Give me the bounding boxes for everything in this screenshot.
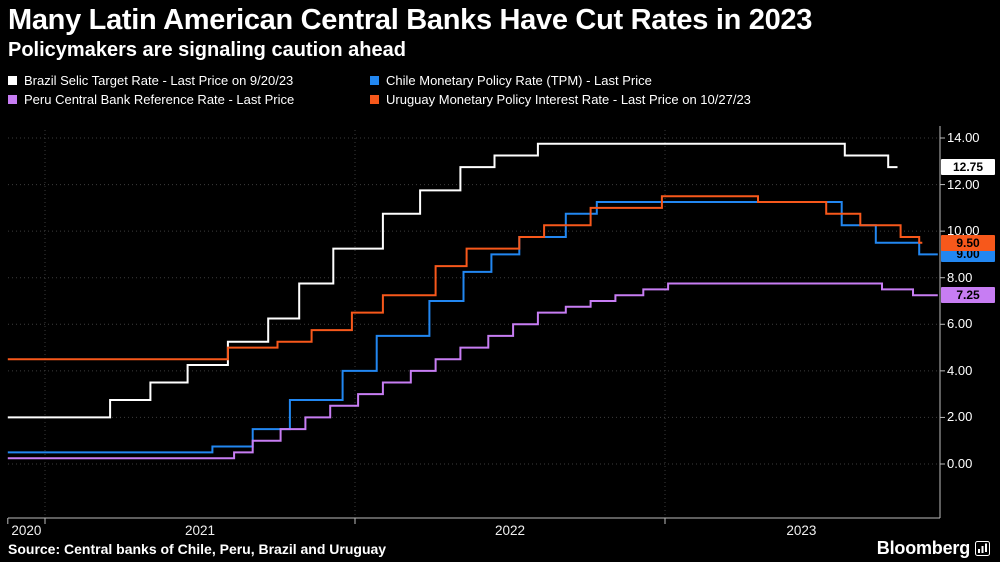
x-axis-label-2021: 2021: [184, 523, 216, 538]
legend-item-brazil: Brazil Selic Target Rate - Last Price on…: [8, 73, 370, 88]
legend-item-chile: Chile Monetary Policy Rate (TPM) - Last …: [370, 73, 992, 88]
y-axis-label: 2.00: [947, 409, 973, 425]
x-axis-label-2022: 2022: [494, 523, 526, 538]
y-axis-label: 6.00: [947, 316, 973, 332]
legend-label-chile: Chile Monetary Policy Rate (TPM) - Last …: [386, 73, 652, 88]
y-axis-label: 10.00: [947, 223, 980, 239]
series-line-brazil: [7, 142, 898, 419]
x-axis-label-2020: 2020: [11, 523, 42, 538]
y-axis-label: 4.00: [947, 362, 973, 378]
bloomberg-wordmark: Bloomberg: [876, 538, 970, 558]
last-price-badge-peru: 7.25: [941, 287, 995, 304]
y-axis-label: 12.00: [947, 176, 980, 192]
page-title: Many Latin American Central Banks Have C…: [8, 4, 813, 36]
chile-swatch-icon: [370, 76, 379, 85]
peru-swatch-icon: [8, 95, 17, 104]
uruguay-swatch-icon: [370, 95, 379, 104]
page-subtitle: Policymakers are signaling caution ahead: [8, 39, 406, 61]
chart-legend: Brazil Selic Target Rate - Last Price on…: [8, 73, 992, 107]
legend-label-brazil: Brazil Selic Target Rate - Last Price on…: [24, 73, 294, 88]
last-price-badge-brazil: 12.75: [941, 159, 995, 176]
last-price-badge-uruguay: 9.50: [941, 234, 995, 251]
brazil-swatch-icon: [8, 76, 17, 85]
chart-footer: Source: Central banks of Chile, Peru, Br…: [8, 538, 990, 559]
y-axis-label: 8.00: [947, 269, 973, 285]
x-axis-label-2023: 2023: [786, 523, 817, 538]
bloomberg-logo: Bloomberg: [877, 538, 990, 559]
y-axis-label: 14.00: [947, 130, 980, 145]
series-line-chile: [7, 201, 938, 454]
rates-step-chart: 0.00 2.00 4.00 6.00 8.00 10.00 12.00 14.00 2020…: [0, 116, 1000, 540]
source-note: Source: Central banks of Chile, Peru, Br…: [8, 540, 387, 557]
series-line-peru: [7, 282, 938, 460]
bloomberg-barchart-icon: [975, 541, 990, 556]
legend-label-uruguay: Uruguay Monetary Policy Interest Rate - …: [386, 92, 751, 107]
y-axis-label: 0.00: [947, 456, 973, 471]
legend-label-peru: Peru Central Bank Reference Rate - Last …: [24, 92, 295, 107]
legend-item-uruguay: Uruguay Monetary Policy Interest Rate - …: [370, 92, 992, 107]
chart-canvas: [7, 126, 945, 524]
legend-item-peru: Peru Central Bank Reference Rate - Last …: [8, 92, 370, 107]
series-line-uruguay: [7, 195, 923, 361]
